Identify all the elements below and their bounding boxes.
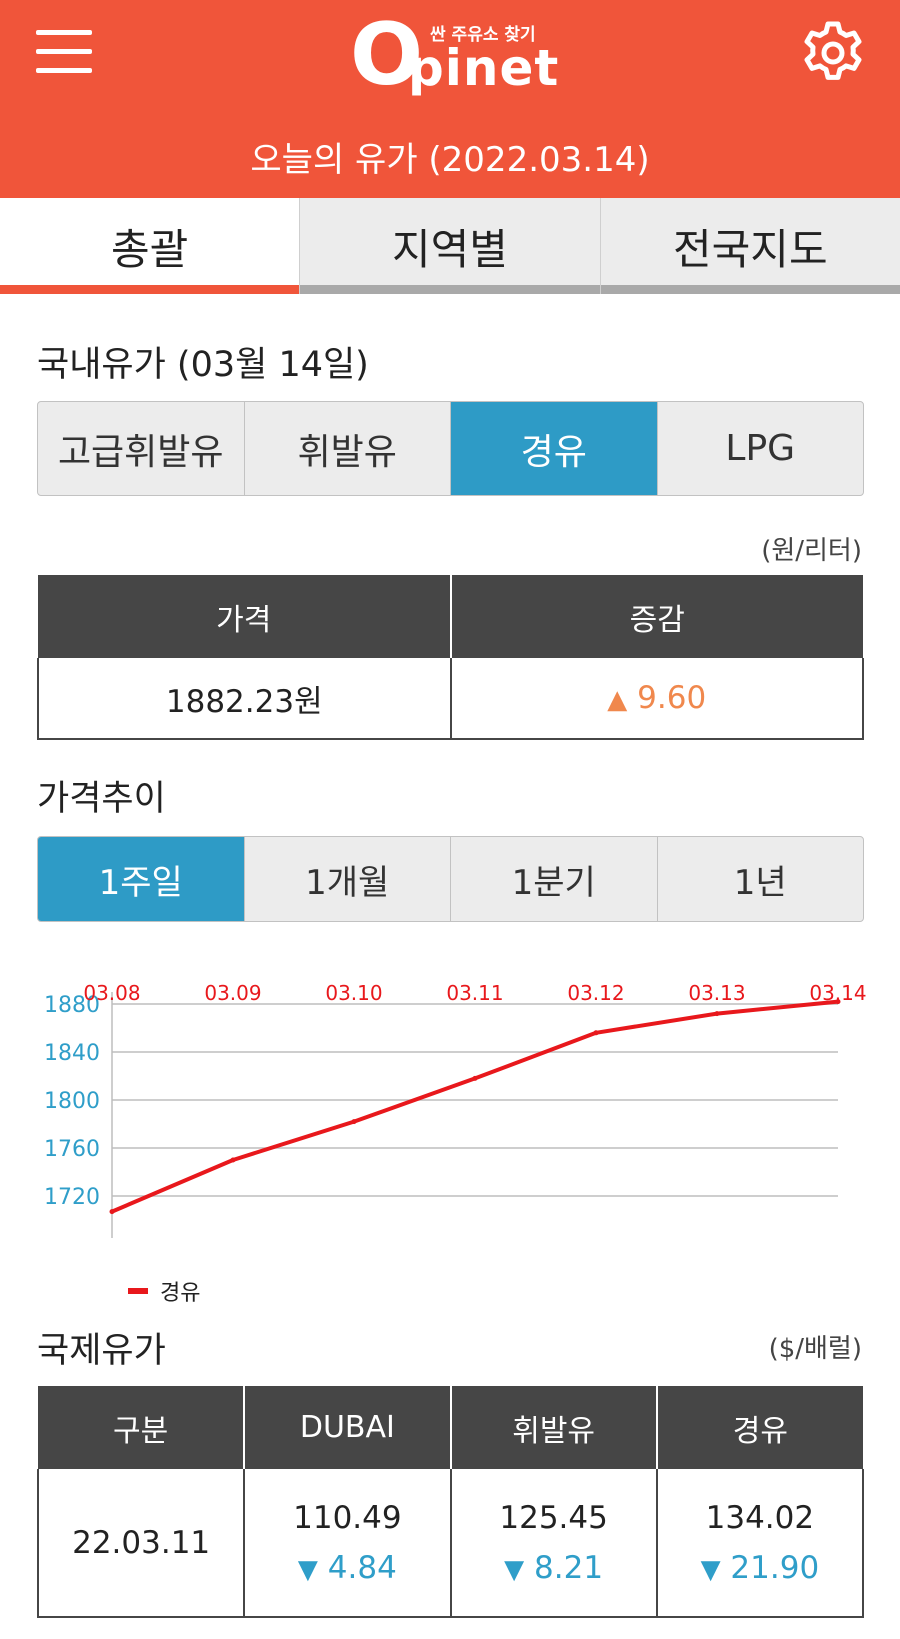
- up-triangle-icon: ▲: [607, 685, 628, 715]
- fuel-tab-diesel[interactable]: 경유: [450, 402, 657, 495]
- dubai-change-value: 4.84: [327, 1549, 397, 1586]
- data-point: [109, 1209, 115, 1215]
- fuel-tab-premium-gasoline[interactable]: 고급휘발유: [57, 431, 224, 473]
- period-tab-1month[interactable]: 1개월: [243, 837, 451, 921]
- logo-letter: O: [350, 5, 424, 105]
- x-tick-label: 03.09: [204, 981, 261, 1005]
- gasoline-change-value: 8.21: [534, 1549, 604, 1586]
- dubai-header: DUBAI: [243, 1386, 451, 1469]
- x-tick-label: 03.11: [446, 981, 503, 1005]
- gasoline-header: 휘발유: [449, 1386, 657, 1469]
- fuel-tab-gasoline[interactable]: 휘발유: [243, 402, 451, 495]
- tab-national-map[interactable]: 전국지도: [599, 198, 900, 294]
- diesel-change-value: 21.90: [730, 1549, 820, 1586]
- tab-summary[interactable]: 총괄: [0, 198, 300, 294]
- x-tick-label: 03.12: [567, 981, 624, 1005]
- international-price-table: 구분 DUBAI 휘발유 경유 22.03.11 110.49 ▼ 4.84 1…: [36, 1386, 865, 1618]
- series-line-diesel: [111, 999, 839, 1214]
- legend-swatch-diesel: [128, 1288, 148, 1294]
- dubai-price: 110.49: [293, 1499, 402, 1536]
- data-point: [593, 1030, 599, 1036]
- y-tick-label: 1800: [44, 1089, 100, 1114]
- fuel-tab-lpg[interactable]: LPG: [656, 402, 864, 495]
- dubai-change: ▼ 4.84: [245, 1550, 449, 1586]
- y-tick-label: 1760: [44, 1137, 100, 1162]
- logo-text: pinet: [408, 39, 560, 97]
- diesel-price: 134.02: [705, 1499, 815, 1536]
- data-point: [230, 1157, 236, 1163]
- y-tick-label: 1880: [44, 993, 100, 1018]
- category-header: 구분: [38, 1386, 245, 1469]
- gasoline-change: ▼ 8.21: [452, 1550, 656, 1586]
- domestic-price-table: 가격 증감 1882.23원 ▲ 9.60: [37, 575, 864, 740]
- data-point: [714, 1011, 720, 1017]
- down-triangle-icon: ▼: [700, 1554, 721, 1585]
- data-point: [835, 999, 841, 1005]
- domestic-unit-label: (원/리터): [761, 536, 862, 566]
- tab-label: 지역별: [392, 224, 508, 274]
- international-date: 22.03.11: [36, 1469, 246, 1618]
- price-value: 1882.23원: [37, 658, 452, 740]
- hamburger-menu-icon[interactable]: [36, 28, 92, 76]
- dubai-cell: 110.49 ▼ 4.84: [243, 1469, 452, 1618]
- legend-label-diesel: 경유: [160, 1281, 201, 1306]
- tab-label: 전국지도: [673, 224, 828, 274]
- diesel-header: 경유: [655, 1386, 863, 1469]
- period-tab-1quarter[interactable]: 1분기: [450, 837, 657, 921]
- chart-legend: 경유: [128, 1275, 200, 1307]
- tab-by-region[interactable]: 지역별: [299, 198, 600, 294]
- down-triangle-icon: ▼: [504, 1554, 525, 1585]
- data-point: [351, 1119, 357, 1125]
- diesel-change: ▼ 21.90: [658, 1550, 862, 1586]
- gasoline-price: 125.45: [499, 1499, 608, 1536]
- gasoline-cell: 125.45 ▼ 8.21: [449, 1469, 658, 1618]
- y-tick-label: 1840: [44, 1041, 100, 1066]
- data-point: [472, 1075, 478, 1081]
- period-tab-1year[interactable]: 1년: [656, 837, 864, 921]
- price-header: 가격: [38, 575, 451, 658]
- logo-tagline: 싼 주유소 찾기: [430, 25, 536, 45]
- opinet-logo: O 싼 주유소 찾기 pinet: [350, 8, 560, 98]
- page-date-title: 오늘의 유가 (2022.03.14): [250, 140, 650, 180]
- main-tab-bar: 총괄 지역별 전국지도: [0, 198, 900, 294]
- x-tick-label: 03.08: [83, 981, 140, 1005]
- tab-label: 총괄: [111, 224, 189, 274]
- change-header: 증감: [449, 575, 863, 658]
- change-amount: 9.60: [637, 680, 707, 716]
- x-tick-label: 03.13: [688, 981, 745, 1005]
- international-price-title: 국제유가: [37, 1331, 166, 1371]
- y-tick-label: 1720: [44, 1185, 100, 1210]
- period-selector: 1주일 1개월 1분기 1년: [37, 836, 864, 922]
- domestic-price-title: 국내유가 (03월 14일): [37, 345, 369, 385]
- diesel-cell: 134.02 ▼ 21.90: [656, 1469, 865, 1618]
- period-tab-1week[interactable]: 1주일: [38, 837, 244, 921]
- price-trend-title: 가격추이: [37, 779, 166, 819]
- app-header: O 싼 주유소 찾기 pinet 오늘의 유가 (2022.03.14): [0, 0, 900, 198]
- gear-icon[interactable]: [800, 20, 866, 86]
- x-tick-label: 03.10: [325, 981, 382, 1005]
- down-triangle-icon: ▼: [297, 1554, 318, 1585]
- international-unit-label: ($/배럴): [768, 1334, 862, 1364]
- price-change-value: ▲ 9.60: [450, 658, 864, 740]
- fuel-type-selector: 고급휘발유 휘발유 경유 LPG: [37, 401, 864, 496]
